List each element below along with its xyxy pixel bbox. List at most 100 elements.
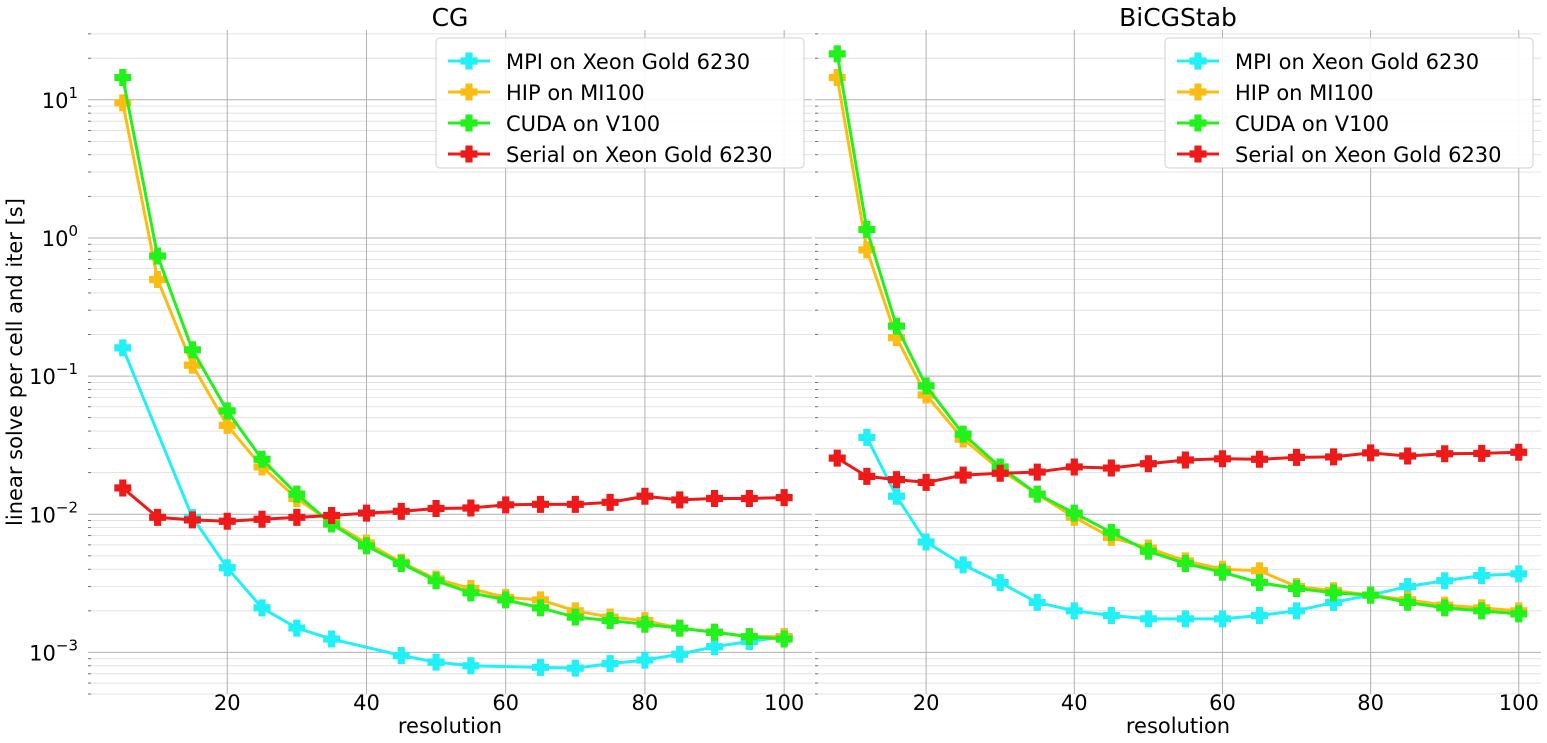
data-point [114, 339, 132, 357]
data-point [1436, 599, 1454, 617]
data-point [114, 68, 132, 86]
data-point [858, 241, 876, 259]
data-point [1325, 584, 1343, 602]
data-point [462, 657, 480, 675]
data-point [828, 45, 846, 63]
data-point [887, 471, 905, 489]
legend-swatch-marker [1189, 114, 1207, 132]
x-tick-label: 60 [1209, 691, 1236, 715]
data-point [218, 512, 236, 530]
data-point [1139, 542, 1157, 560]
x-tick-label: 40 [353, 691, 380, 715]
legend-label: Serial on Xeon Gold 6230 [506, 143, 773, 167]
series-line [865, 436, 1519, 621]
y-tick-label: 101 [42, 84, 78, 113]
data-point [887, 317, 905, 335]
data-point [1102, 606, 1120, 624]
legend-swatch-marker [1189, 83, 1207, 101]
legend-box [1164, 37, 1534, 169]
panel-title: BiCGStab [1119, 3, 1237, 32]
data-point [149, 508, 167, 526]
data-point [114, 94, 132, 112]
panel-title: CG [432, 3, 469, 32]
data-point [288, 485, 306, 503]
x-tick-label: 100 [1499, 691, 1539, 715]
data-point [1176, 555, 1194, 573]
data-point [323, 515, 341, 533]
data-point [357, 504, 375, 522]
data-point [775, 630, 793, 648]
x-tick-label: 80 [1357, 691, 1384, 715]
data-point [149, 271, 167, 289]
data-point [740, 628, 758, 646]
data-point [1028, 593, 1046, 611]
legend-label: Serial on Xeon Gold 6230 [1235, 143, 1502, 167]
data-point [1436, 572, 1454, 590]
data-point [740, 490, 758, 508]
series-3 [828, 443, 1528, 491]
data-point [858, 428, 876, 446]
data-point [566, 495, 584, 513]
data-point [601, 612, 619, 630]
data-point [1510, 605, 1528, 623]
legend-swatch-marker [460, 145, 478, 163]
x-tick-label: 40 [1061, 691, 1088, 715]
data-point [1213, 610, 1231, 628]
data-point [1250, 562, 1268, 580]
data-point [462, 499, 480, 517]
x-axis-label: resolution [1126, 714, 1230, 738]
data-point [1102, 523, 1120, 541]
x-axis-label: resolution [398, 714, 502, 738]
legend-swatch-marker [460, 83, 478, 101]
data-point [671, 491, 689, 509]
y-tick-label: 100 [42, 222, 78, 251]
data-point [1065, 504, 1083, 522]
data-point [218, 402, 236, 420]
data-point [183, 356, 201, 374]
data-point [991, 574, 1009, 592]
data-point [427, 572, 445, 590]
data-point [917, 377, 935, 395]
y-axis-label: linear solve per cell and iter [s] [3, 198, 27, 526]
data-point [1399, 447, 1417, 465]
data-point [1065, 602, 1083, 620]
data-point [1325, 448, 1343, 466]
legend-swatch-marker [1189, 52, 1207, 70]
data-point [183, 511, 201, 529]
data-point [917, 533, 935, 551]
data-point [566, 608, 584, 626]
data-point [253, 450, 271, 468]
data-point [954, 425, 972, 443]
data-point [288, 508, 306, 526]
data-point [1102, 459, 1120, 477]
panel-bicgstab: 20 40 60 80 100 BiCGStab resolution MPI on Xeon… [815, 3, 1541, 738]
data-point [1213, 450, 1231, 468]
data-point [1473, 602, 1491, 620]
data-point [357, 537, 375, 555]
data-point [323, 506, 341, 524]
data-point [954, 556, 972, 574]
data-point [706, 490, 724, 508]
data-point [1362, 586, 1380, 604]
y-tick-label: 10−3 [29, 636, 78, 665]
y-tick-label: 10−1 [29, 360, 78, 389]
data-point [288, 619, 306, 637]
y-tick-label: 10−2 [29, 498, 78, 527]
legend-label: CUDA on V100 [1235, 112, 1389, 136]
data-point [1250, 450, 1268, 468]
legend: MPI on Xeon Gold 6230 HIP on MI100 CUDA on… [435, 37, 805, 169]
data-point [566, 659, 584, 677]
data-point [858, 221, 876, 239]
data-point [114, 479, 132, 497]
data-point [706, 623, 724, 641]
data-point [1213, 563, 1231, 581]
data-point [1325, 593, 1343, 611]
legend: MPI on Xeon Gold 6230 HIP on MI100 CUDA on… [1164, 37, 1534, 169]
data-point [323, 630, 341, 648]
data-point [1176, 610, 1194, 628]
data-point [1250, 606, 1268, 624]
data-point [917, 473, 935, 491]
data-point [392, 555, 410, 573]
data-point [887, 487, 905, 505]
data-point [497, 496, 515, 514]
